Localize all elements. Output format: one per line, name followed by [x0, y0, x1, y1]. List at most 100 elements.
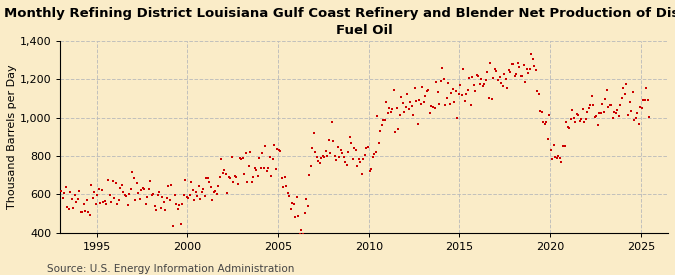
Point — [59, 191, 70, 195]
Point — [86, 183, 97, 188]
Point — [294, 232, 305, 237]
Point — [242, 180, 252, 185]
Point — [57, 196, 68, 200]
Point — [477, 84, 488, 89]
Point — [267, 156, 278, 161]
Point — [603, 105, 614, 109]
Point — [169, 193, 180, 197]
Point — [101, 202, 112, 207]
Point — [418, 100, 429, 104]
Point — [556, 160, 567, 164]
Point — [448, 86, 458, 91]
Point — [449, 100, 460, 104]
Point — [509, 74, 520, 79]
Point — [246, 180, 257, 185]
Point — [500, 77, 511, 81]
Point — [446, 91, 456, 95]
Point — [171, 202, 182, 206]
Point — [157, 195, 168, 200]
Point — [627, 90, 638, 94]
Point — [471, 73, 482, 77]
Point — [465, 102, 476, 107]
Point — [396, 95, 406, 99]
Point — [538, 120, 549, 124]
Point — [462, 88, 473, 92]
Point — [248, 175, 259, 179]
Point — [555, 156, 566, 161]
Point — [103, 178, 113, 182]
Point — [482, 70, 493, 74]
Point — [550, 155, 561, 160]
Point — [250, 168, 261, 172]
Point — [299, 210, 310, 215]
Point — [571, 112, 582, 116]
Point — [261, 169, 272, 173]
Point — [404, 107, 414, 111]
Point — [630, 116, 641, 120]
Point — [155, 205, 166, 210]
Point — [166, 182, 177, 187]
Point — [136, 188, 146, 192]
Point — [316, 156, 327, 160]
Point — [110, 181, 121, 185]
Point — [346, 141, 357, 145]
Point — [375, 129, 385, 133]
Point — [620, 92, 630, 96]
Point — [518, 63, 529, 68]
Point — [222, 191, 233, 195]
Point — [406, 104, 417, 109]
Point — [265, 155, 275, 160]
Point — [422, 89, 433, 94]
Point — [310, 150, 321, 154]
Point — [426, 104, 437, 108]
Point — [130, 197, 140, 202]
Point — [470, 89, 481, 93]
Point — [378, 117, 389, 122]
Point — [531, 67, 541, 72]
Point — [192, 194, 202, 198]
Point — [167, 224, 178, 228]
Point — [565, 117, 576, 122]
Point — [354, 157, 364, 162]
Point — [622, 113, 633, 117]
Point — [487, 97, 497, 101]
Point — [585, 103, 595, 107]
Point — [564, 126, 574, 130]
Point — [105, 200, 116, 204]
Point — [626, 109, 637, 113]
Point — [317, 154, 328, 158]
Point — [201, 175, 212, 180]
Point — [146, 193, 157, 197]
Point — [539, 122, 550, 126]
Point — [438, 77, 449, 81]
Point — [126, 186, 136, 191]
Point — [342, 163, 352, 167]
Point — [632, 111, 643, 115]
Point — [243, 163, 254, 168]
Point — [184, 192, 195, 197]
Point — [300, 196, 311, 201]
Point — [537, 110, 547, 114]
Point — [133, 191, 144, 195]
Point — [271, 167, 281, 172]
Point — [473, 74, 484, 78]
Point — [288, 202, 299, 207]
Point — [559, 143, 570, 148]
Point — [277, 175, 288, 180]
Point — [89, 190, 100, 194]
Point — [322, 154, 333, 159]
Point — [290, 215, 301, 219]
Point — [376, 123, 387, 127]
Point — [121, 194, 132, 198]
Point — [160, 208, 171, 212]
Point — [488, 76, 499, 81]
Point — [63, 207, 74, 211]
Point — [578, 120, 589, 124]
Point — [600, 97, 611, 101]
Point — [443, 81, 454, 85]
Point — [302, 204, 313, 208]
Point — [159, 200, 169, 205]
Point — [230, 174, 240, 178]
Point — [348, 156, 358, 161]
Point — [464, 76, 475, 80]
